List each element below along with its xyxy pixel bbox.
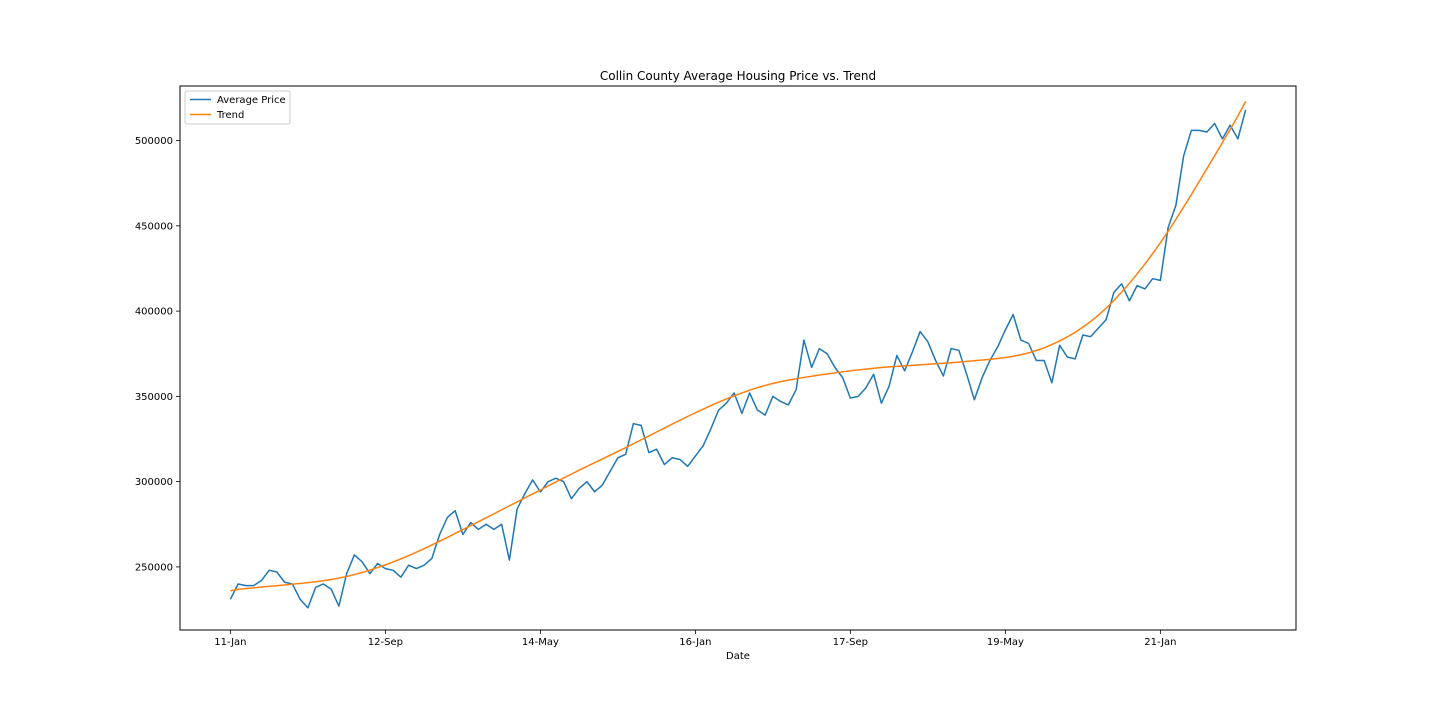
x-tick-label: 12-Sep [368,637,403,648]
y-tick-label: 400000 [135,307,173,318]
x-tick-label: 16-Jan [679,637,711,648]
y-tick-label: 500000 [135,136,173,147]
legend-label-average-price: Average Price [217,95,286,106]
series-line-trend [230,100,1247,592]
x-tick-label: 14-May [522,637,559,648]
x-axis: 11-Jan 12-Sep 14-May 16-Jan 17-Sep 19-May 21-J… [214,630,1177,648]
series-line-average-price [229,109,1247,609]
x-tick-label: 21-Jan [1144,637,1176,648]
y-tick-label: 300000 [135,477,173,488]
legend-box [184,90,291,125]
y-tick-label: 250000 [135,562,173,573]
series-layer [229,100,1247,609]
y-tick-label: 450000 [135,221,173,232]
x-tick-label: 17-Sep [833,637,868,648]
chart-title: Collin County Average Housing Price vs. … [600,69,876,83]
y-tick-label: 350000 [135,392,173,403]
legend-label-trend: Trend [216,110,244,121]
legend: Average Price Trend [184,90,291,125]
x-axis-label: Date [726,651,750,662]
x-tick-label: 11-Jan [214,637,246,648]
plot-area-frame [179,85,1297,631]
y-axis: 250000 300000 350000 400000 450000 500000 [135,136,180,573]
x-tick-label: 19-May [987,637,1024,648]
